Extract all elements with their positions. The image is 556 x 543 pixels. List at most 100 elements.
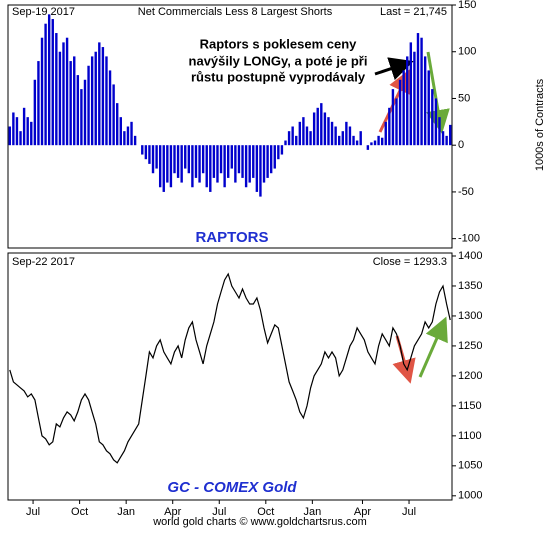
bar bbox=[252, 145, 255, 178]
bar bbox=[148, 145, 151, 164]
bar bbox=[330, 121, 334, 146]
bar bbox=[370, 142, 373, 146]
bar bbox=[73, 56, 76, 146]
annotation: Raptors s poklesem ceny bbox=[200, 36, 358, 51]
bar bbox=[323, 112, 327, 146]
x-tick-label: Jan bbox=[303, 506, 321, 518]
bar bbox=[359, 131, 362, 146]
x-tick-label: Jul bbox=[26, 506, 40, 518]
bar bbox=[219, 145, 223, 174]
bar bbox=[201, 145, 205, 174]
y-tick-label: -100 bbox=[458, 233, 480, 245]
bar bbox=[377, 135, 380, 146]
bar bbox=[58, 51, 62, 146]
y-tick-label: 1300 bbox=[458, 310, 482, 322]
bar bbox=[352, 135, 355, 146]
bar bbox=[416, 33, 420, 146]
price-line bbox=[9, 272, 451, 464]
bar bbox=[277, 145, 280, 160]
bar bbox=[273, 145, 276, 169]
bar bbox=[62, 42, 65, 146]
bar bbox=[162, 145, 165, 192]
x-tick-label: Apr bbox=[354, 506, 371, 518]
bar bbox=[65, 37, 69, 146]
bar bbox=[284, 140, 287, 146]
bar bbox=[216, 145, 219, 183]
bar bbox=[30, 121, 33, 146]
y-tick-label: -50 bbox=[458, 186, 474, 198]
bar bbox=[255, 145, 259, 192]
bar bbox=[44, 23, 47, 146]
footer: world gold charts © www.goldchartsrus.co… bbox=[152, 516, 367, 528]
bar bbox=[280, 145, 284, 155]
bar bbox=[309, 131, 312, 146]
bar bbox=[298, 121, 302, 146]
bar bbox=[384, 121, 387, 146]
y-axis-title: 1000s of Contracts bbox=[534, 78, 546, 171]
bar bbox=[348, 126, 352, 146]
bar bbox=[427, 70, 430, 146]
arrow bbox=[418, 316, 448, 378]
bar bbox=[116, 103, 119, 146]
bar bbox=[184, 145, 187, 169]
bar bbox=[8, 126, 11, 146]
bar bbox=[47, 14, 51, 146]
bar bbox=[144, 145, 148, 160]
y-tick-label: 100 bbox=[458, 46, 476, 58]
bar bbox=[198, 145, 201, 183]
x-tick-label: Oct bbox=[71, 506, 88, 518]
bar bbox=[112, 84, 115, 146]
bar bbox=[130, 121, 133, 146]
bar bbox=[108, 70, 112, 146]
bar bbox=[316, 107, 319, 146]
bar bbox=[327, 117, 330, 146]
bar bbox=[40, 37, 44, 146]
bar bbox=[33, 79, 37, 146]
y-tick-label: 1250 bbox=[458, 340, 482, 352]
bar bbox=[234, 145, 237, 183]
bar bbox=[166, 145, 169, 183]
bar bbox=[355, 140, 359, 146]
bar bbox=[94, 51, 97, 146]
y-tick-label: 150 bbox=[458, 0, 476, 11]
y-tick-label: 1150 bbox=[458, 400, 482, 412]
bar bbox=[398, 79, 402, 146]
x-tick-label: Oct bbox=[257, 506, 274, 518]
x-tick-label: Apr bbox=[164, 506, 181, 518]
bar bbox=[334, 126, 337, 146]
bar bbox=[19, 131, 22, 146]
y-tick-label: 1350 bbox=[458, 280, 482, 292]
y-tick-label: 1050 bbox=[458, 460, 482, 472]
bar bbox=[431, 89, 434, 146]
bar bbox=[237, 145, 241, 174]
bar bbox=[209, 145, 212, 192]
bar bbox=[15, 117, 19, 146]
bar bbox=[388, 107, 391, 146]
bar bbox=[155, 145, 158, 169]
bar bbox=[227, 145, 230, 178]
bar bbox=[176, 145, 180, 178]
bar bbox=[291, 126, 294, 146]
bar bbox=[158, 145, 162, 188]
bar bbox=[37, 61, 40, 146]
panel-label: GC - COMEX Gold bbox=[167, 479, 297, 496]
bar bbox=[230, 145, 233, 169]
y-tick-label: 50 bbox=[458, 92, 470, 104]
bar bbox=[259, 145, 262, 197]
bar bbox=[402, 70, 405, 146]
arrow bbox=[374, 57, 414, 81]
y-tick-label: 1000 bbox=[458, 490, 482, 502]
bar bbox=[90, 56, 94, 146]
bar bbox=[262, 145, 266, 183]
bar bbox=[373, 140, 377, 146]
bar bbox=[151, 145, 155, 174]
bar bbox=[223, 145, 226, 188]
bar bbox=[26, 117, 29, 146]
bar bbox=[423, 56, 427, 146]
date-label: Sep-22 2017 bbox=[12, 256, 75, 268]
bar bbox=[133, 135, 137, 146]
y-tick-label: 1200 bbox=[458, 370, 482, 382]
bar bbox=[119, 117, 122, 146]
bar bbox=[395, 98, 398, 146]
bar bbox=[413, 51, 416, 146]
